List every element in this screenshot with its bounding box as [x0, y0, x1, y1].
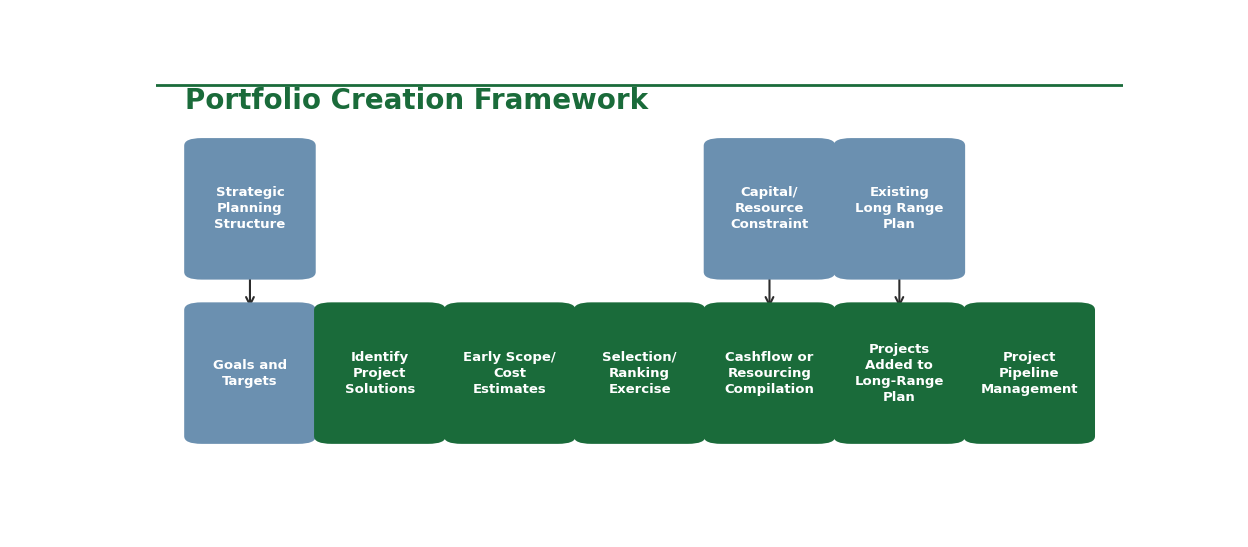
Text: Existing
Long Range
Plan: Existing Long Range Plan	[855, 187, 943, 231]
Text: Identify
Project
Solutions: Identify Project Solutions	[344, 351, 416, 395]
FancyBboxPatch shape	[834, 138, 965, 280]
Text: Goals and
Targets: Goals and Targets	[213, 359, 287, 388]
FancyBboxPatch shape	[704, 138, 835, 280]
FancyBboxPatch shape	[185, 138, 316, 280]
Text: Projects
Added to
Long-Range
Plan: Projects Added to Long-Range Plan	[855, 342, 943, 404]
Text: Strategic
Planning
Structure: Strategic Planning Structure	[215, 187, 286, 231]
Text: Early Scope/
Cost
Estimates: Early Scope/ Cost Estimates	[463, 351, 557, 395]
FancyBboxPatch shape	[963, 302, 1094, 444]
Text: Cashflow or
Resourcing
Compilation: Cashflow or Resourcing Compilation	[725, 351, 815, 395]
FancyBboxPatch shape	[185, 302, 316, 444]
FancyBboxPatch shape	[834, 302, 965, 444]
FancyBboxPatch shape	[314, 302, 446, 444]
FancyBboxPatch shape	[574, 302, 705, 444]
Text: Project
Pipeline
Management: Project Pipeline Management	[981, 351, 1078, 395]
FancyBboxPatch shape	[444, 302, 575, 444]
Text: Portfolio Creation Framework: Portfolio Creation Framework	[185, 88, 648, 115]
FancyBboxPatch shape	[704, 302, 835, 444]
Text: Capital/
Resource
Constraint: Capital/ Resource Constraint	[730, 187, 809, 231]
Text: Selection/
Ranking
Exercise: Selection/ Ranking Exercise	[603, 351, 676, 395]
Text: IPA: IPA	[1106, 42, 1151, 65]
